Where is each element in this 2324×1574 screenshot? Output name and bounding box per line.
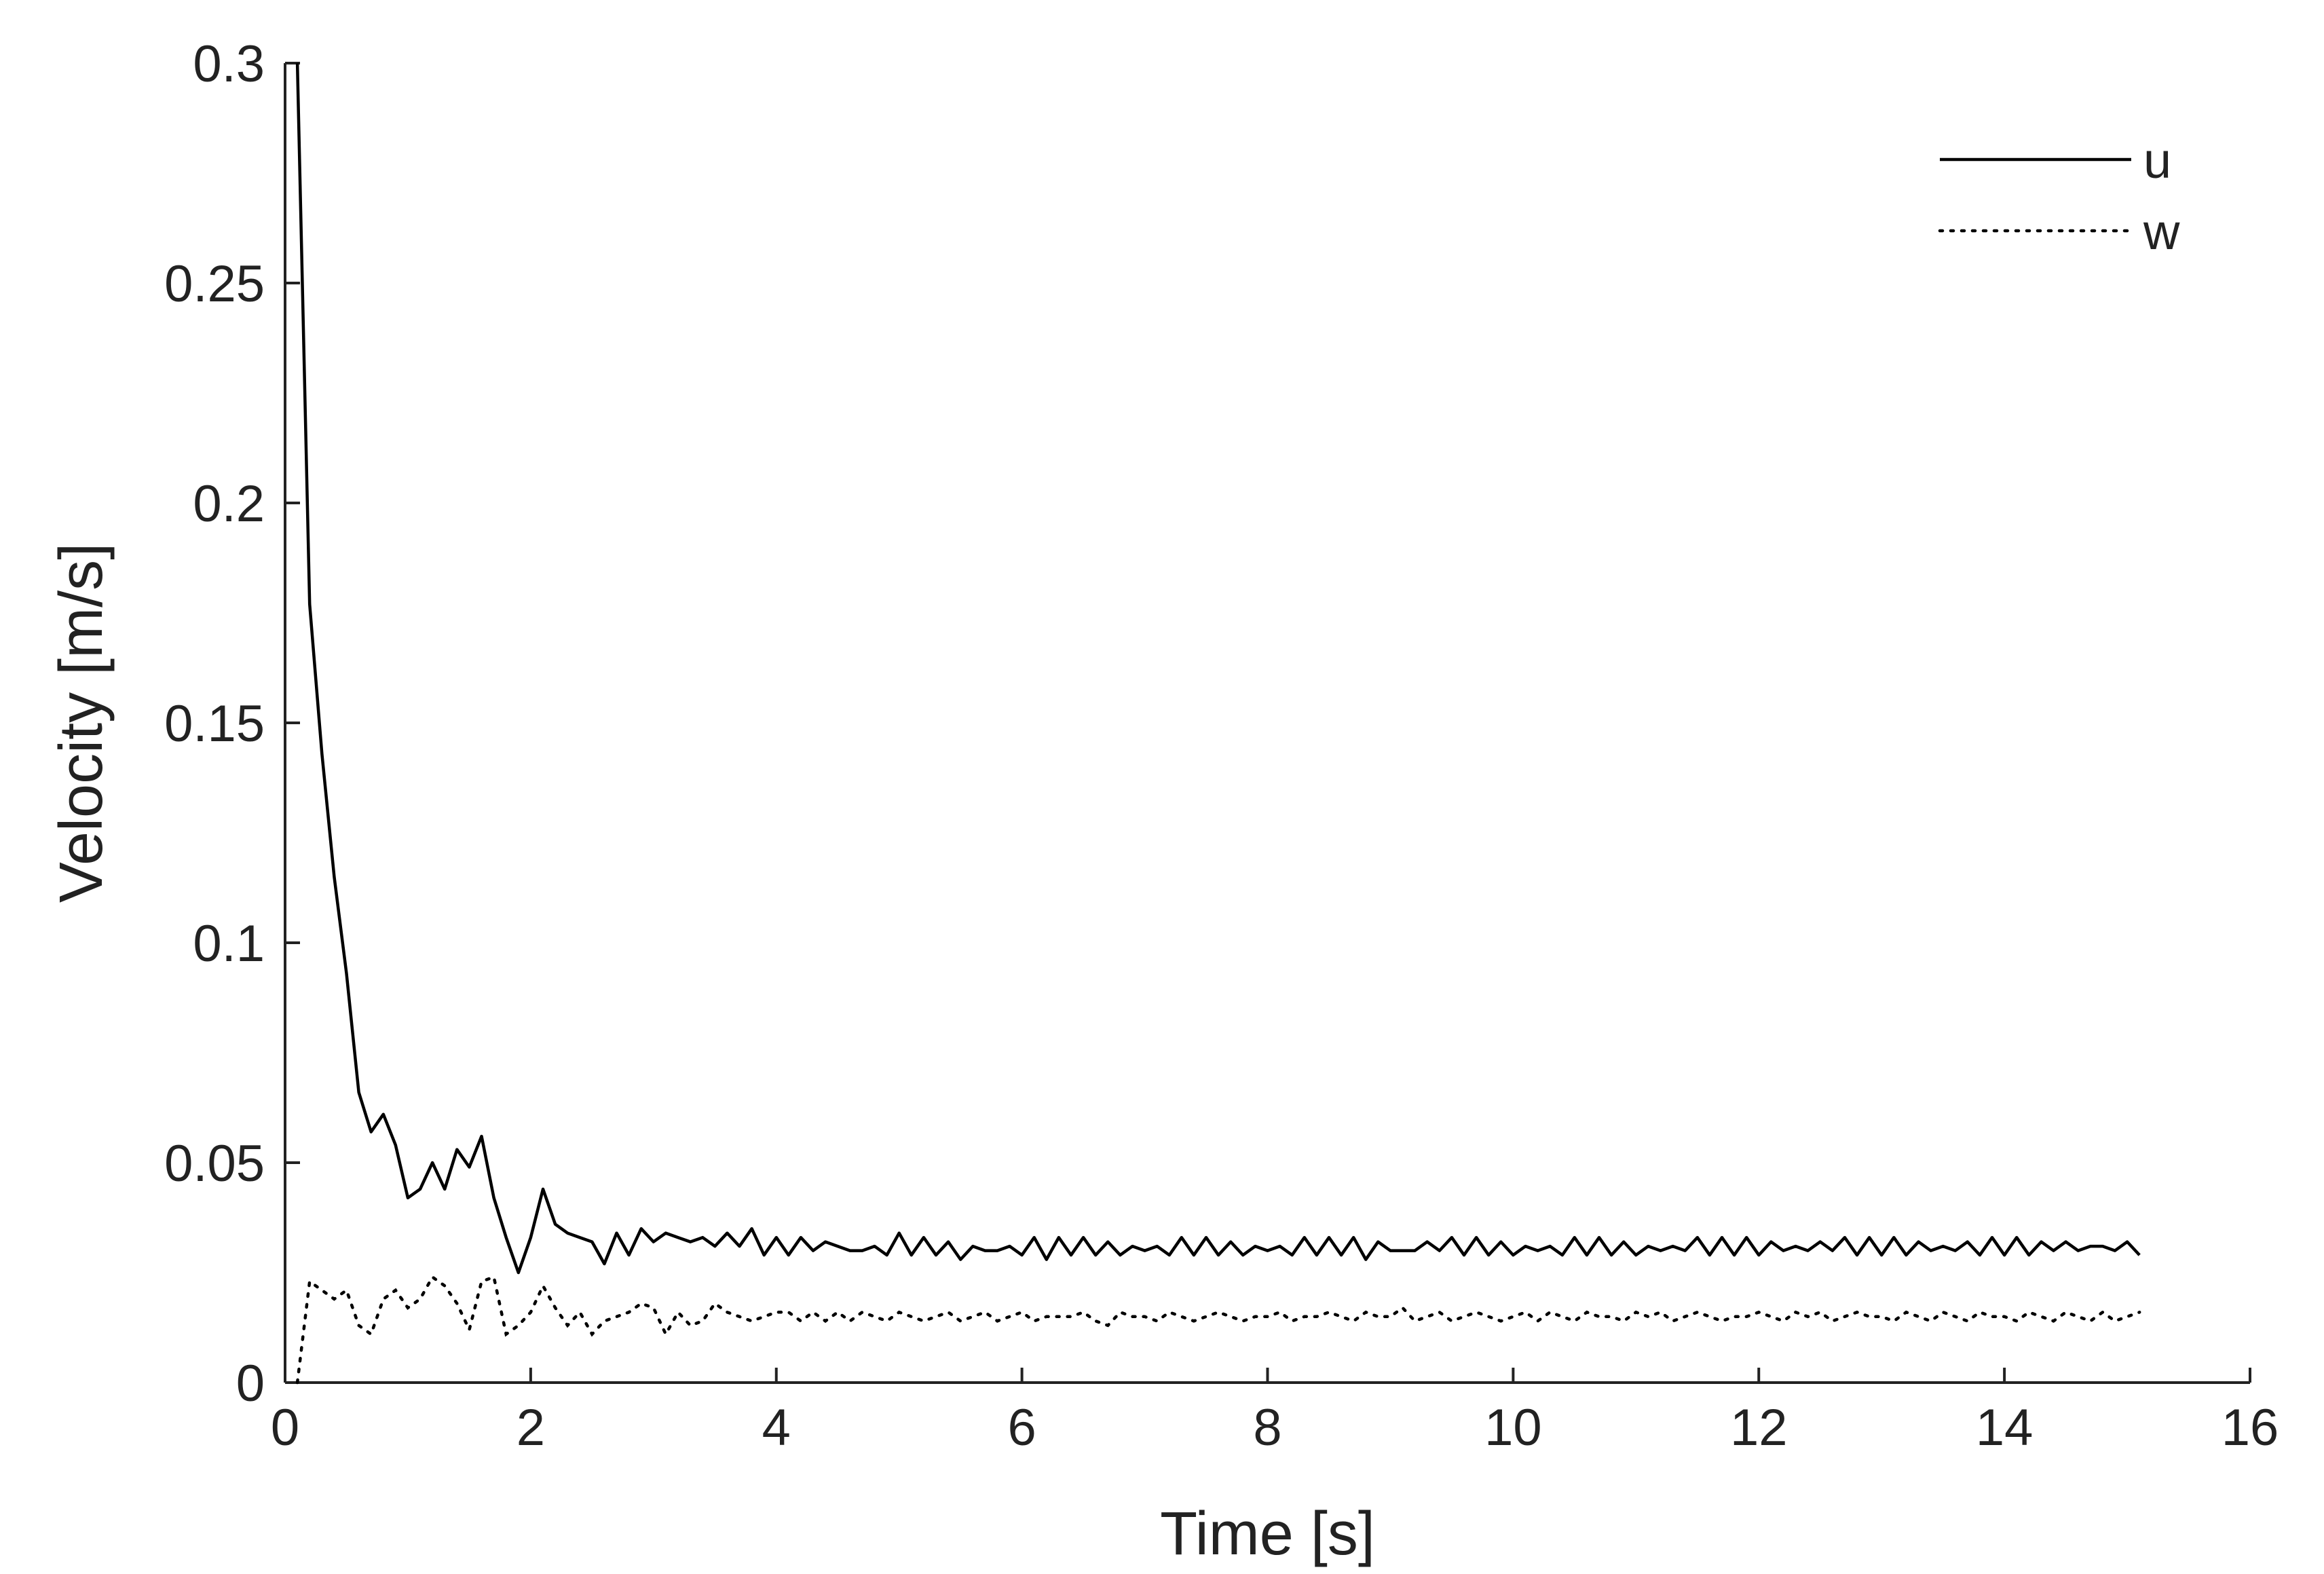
- x-tick-label: 8: [1253, 1399, 1281, 1457]
- y-tick-label: 0.25: [164, 255, 265, 313]
- x-tick-label: 4: [762, 1399, 791, 1457]
- y-tick-label: 0.2: [193, 475, 265, 533]
- x-tick-label: 6: [1007, 1399, 1036, 1457]
- y-tick-label: 0: [236, 1355, 265, 1412]
- x-tick-label: 2: [517, 1399, 545, 1457]
- y-tick-label: 0.15: [164, 695, 265, 753]
- y-ticks: 0 0.05 0.1 0.15 0.2 0.25 0.3: [164, 35, 300, 1412]
- legend-label-w: w: [2143, 204, 2180, 260]
- x-tick-label: 0: [271, 1399, 299, 1457]
- x-ticks: 0 2 4 6 8 10 12 14 16: [271, 1368, 2279, 1457]
- legend: u w: [1938, 132, 2180, 260]
- plot-series: [295, 62, 2141, 1385]
- x-axis-label: Time [s]: [1160, 1500, 1375, 1568]
- y-tick-label: 0.3: [193, 35, 265, 93]
- x-tick-label: 14: [1976, 1399, 2034, 1457]
- series-line-u: [295, 62, 2141, 1275]
- legend-label-u: u: [2143, 132, 2171, 189]
- y-tick-label: 0.05: [164, 1135, 265, 1193]
- x-tick-label: 10: [1484, 1399, 1542, 1457]
- x-tick-label: 12: [1730, 1399, 1788, 1457]
- y-tick-label: 0.1: [193, 915, 265, 973]
- x-tick-label: 16: [2222, 1399, 2279, 1457]
- y-axis-label: Velocity [m/s]: [48, 543, 115, 903]
